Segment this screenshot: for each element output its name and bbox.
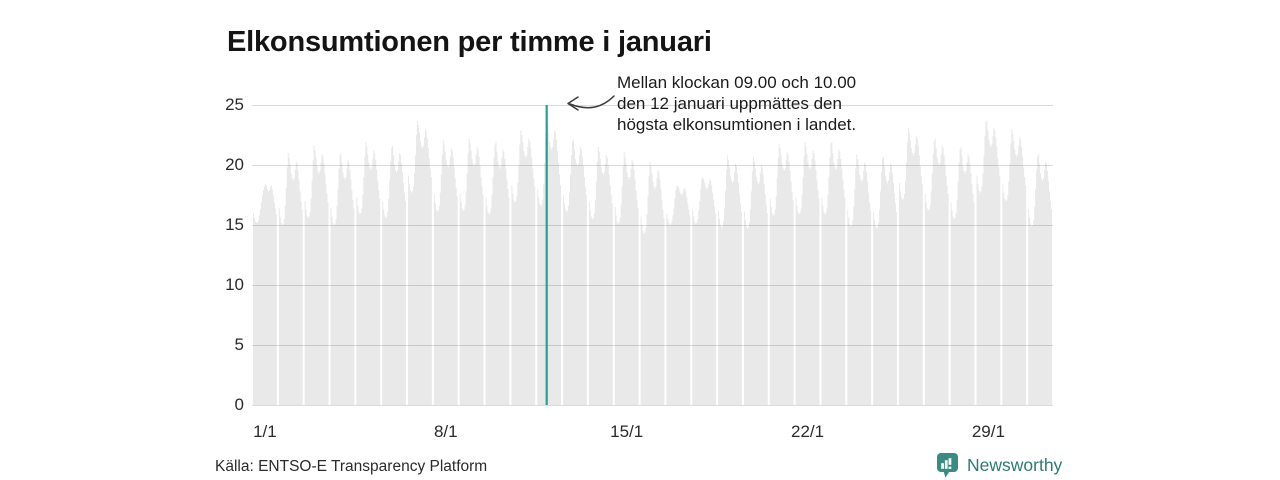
y-tick-label: 0	[234, 395, 244, 414]
x-tick-label: 22/1	[790, 422, 825, 441]
chart-title: Elkonsumtionen per timme i januari	[227, 26, 712, 59]
source-credit: Källa: ENTSO-E Transparency Platform	[215, 458, 488, 475]
newsworthy-chart-bubble-icon	[937, 453, 958, 478]
x-tick-label: 1/1	[253, 422, 277, 441]
y-tick-label: 25	[225, 95, 244, 114]
newsworthy-logo-text: Newsworthy	[967, 454, 1063, 475]
newsworthy-logo: Newsworthy	[936, 452, 1062, 478]
annotation-text: Mellan klockan 09.00 och 10.00 den 12 ja…	[617, 73, 857, 134]
y-tick-label: 15	[225, 215, 244, 234]
y-tick-label: 5	[234, 335, 244, 354]
x-tick-label: 15/1	[610, 422, 644, 441]
hourly-consumption-bars	[253, 111, 1052, 405]
y-tick-label: 10	[225, 275, 244, 294]
hourly-consumption-chart	[252, 105, 1053, 406]
x-tick-label: 29/1	[971, 422, 1005, 441]
annotation-arrow-icon	[567, 95, 615, 111]
x-tick-label: 8/1	[433, 422, 458, 441]
grid-lines	[252, 105, 1053, 406]
y-tick-label: 20	[225, 155, 244, 174]
